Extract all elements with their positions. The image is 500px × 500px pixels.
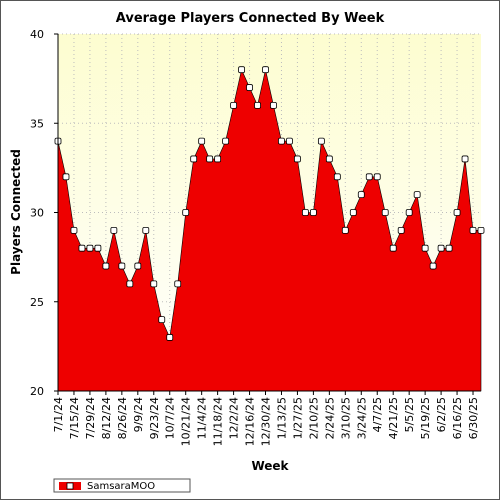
data-point [333,173,341,181]
data-point [429,262,437,270]
data-point [110,226,118,234]
y-tick-label: 20 [30,385,44,398]
data-point [421,244,429,252]
data-point [246,84,253,91]
data-point [317,137,325,145]
x-tick-label: 5/5/25 [403,397,416,432]
x-tick-label: 1/27/25 [291,397,304,439]
y-axis-title: Players Connected [9,149,23,275]
y-tick-labels: 20 25 30 35 40 [30,28,58,398]
data-markers [54,66,485,341]
data-point [158,316,166,324]
x-tick-label: 6/30/25 [467,397,480,439]
data-point [294,155,301,163]
data-point [166,334,174,341]
x-tick-label: 6/16/25 [451,397,464,439]
data-point [405,209,413,216]
x-tick-label: 11/4/24 [196,397,209,439]
x-tick-label: 7/29/24 [84,397,97,439]
data-point [325,155,333,163]
data-point [206,155,214,163]
legend-label: SamsaraMOO [87,481,155,492]
x-tick-label: 6/2/25 [435,397,448,432]
legend-marker [66,482,74,490]
data-point [182,209,190,216]
x-tick-labels: 7/1/24 7/15/24 7/29/24 8/12/24 8/26/24 9/9/24… [52,391,480,446]
x-tick-label: 8/26/24 [116,397,129,439]
x-tick-label: 12/2/24 [228,397,241,439]
y-tick-label: 40 [30,28,44,41]
x-tick-label: 5/19/25 [419,397,432,439]
data-point [134,262,142,270]
x-tick-label: 10/21/24 [180,397,193,446]
x-tick-label: 1/13/25 [275,397,288,439]
data-point [389,244,397,252]
data-point [461,155,469,163]
x-tick-label: 10/7/24 [164,397,177,439]
x-tick-label: 2/10/25 [307,397,320,439]
chart-title: Average Players Connected By Week [116,11,385,26]
data-point [86,244,94,252]
data-point [445,244,453,252]
x-tick-label: 8/12/24 [100,397,113,439]
data-point [254,102,261,109]
x-tick-label: 9/9/24 [132,397,145,432]
x-tick-label: 11/18/24 [212,397,225,446]
data-point [349,209,357,216]
data-point [238,66,245,74]
data-point [78,244,86,252]
x-tick-label: 2/24/25 [323,397,336,439]
data-point [413,191,421,199]
data-point [126,280,134,288]
data-point [174,280,182,288]
data-point [397,226,405,234]
data-point [341,226,349,234]
data-point [142,226,150,234]
data-point [198,137,206,145]
y-tick-label: 25 [30,296,44,309]
x-tick-label: 12/30/24 [260,397,273,446]
data-point [302,209,309,216]
data-point [381,209,389,216]
x-tick-label: 12/16/24 [244,397,257,446]
x-axis-title: Week [251,459,289,473]
x-tick-label: 9/23/24 [148,397,161,439]
data-point [357,191,365,199]
legend-box [53,478,191,493]
data-point [62,173,70,181]
x-tick-label: 4/21/25 [387,397,400,439]
y-tick-label: 35 [30,117,44,130]
x-tick-label: 4/7/25 [371,397,384,432]
data-point [70,226,78,234]
data-point [469,226,477,234]
data-point [270,102,277,109]
data-point [278,137,285,145]
data-point [94,244,102,252]
data-point [453,209,461,216]
data-point [309,209,317,216]
data-point [477,226,485,234]
x-tick-label: 7/15/24 [68,397,81,439]
x-tick-label: 3/24/25 [355,397,368,439]
data-point [365,173,373,181]
data-point [286,137,293,145]
data-point [102,262,110,270]
data-point [373,173,381,181]
data-point [230,102,237,109]
x-tick-label: 3/10/25 [339,397,352,439]
legend: SamsaraMOO [53,478,191,493]
data-point [118,262,126,270]
data-point [437,244,445,252]
data-point [150,280,158,288]
data-point [190,155,198,163]
data-point [214,155,222,163]
data-point [222,137,230,145]
x-tick-label: 7/1/24 [52,397,65,432]
data-point [262,66,269,74]
y-tick-label: 30 [30,207,44,220]
